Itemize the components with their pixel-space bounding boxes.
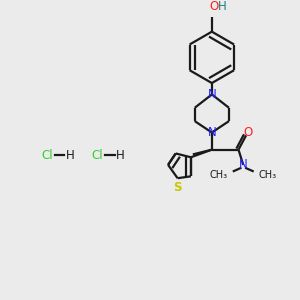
Text: CH₃: CH₃: [259, 170, 277, 180]
Text: O: O: [209, 0, 218, 13]
Text: CH₃: CH₃: [210, 170, 228, 180]
Text: Cl: Cl: [41, 149, 53, 162]
Text: H: H: [66, 149, 74, 162]
Text: H: H: [116, 149, 125, 162]
Text: Cl: Cl: [92, 149, 103, 162]
Text: H: H: [218, 0, 227, 13]
Text: N: N: [239, 158, 248, 171]
Text: O: O: [243, 126, 253, 139]
Text: S: S: [173, 181, 182, 194]
Text: N: N: [208, 88, 216, 101]
Text: N: N: [208, 126, 216, 139]
